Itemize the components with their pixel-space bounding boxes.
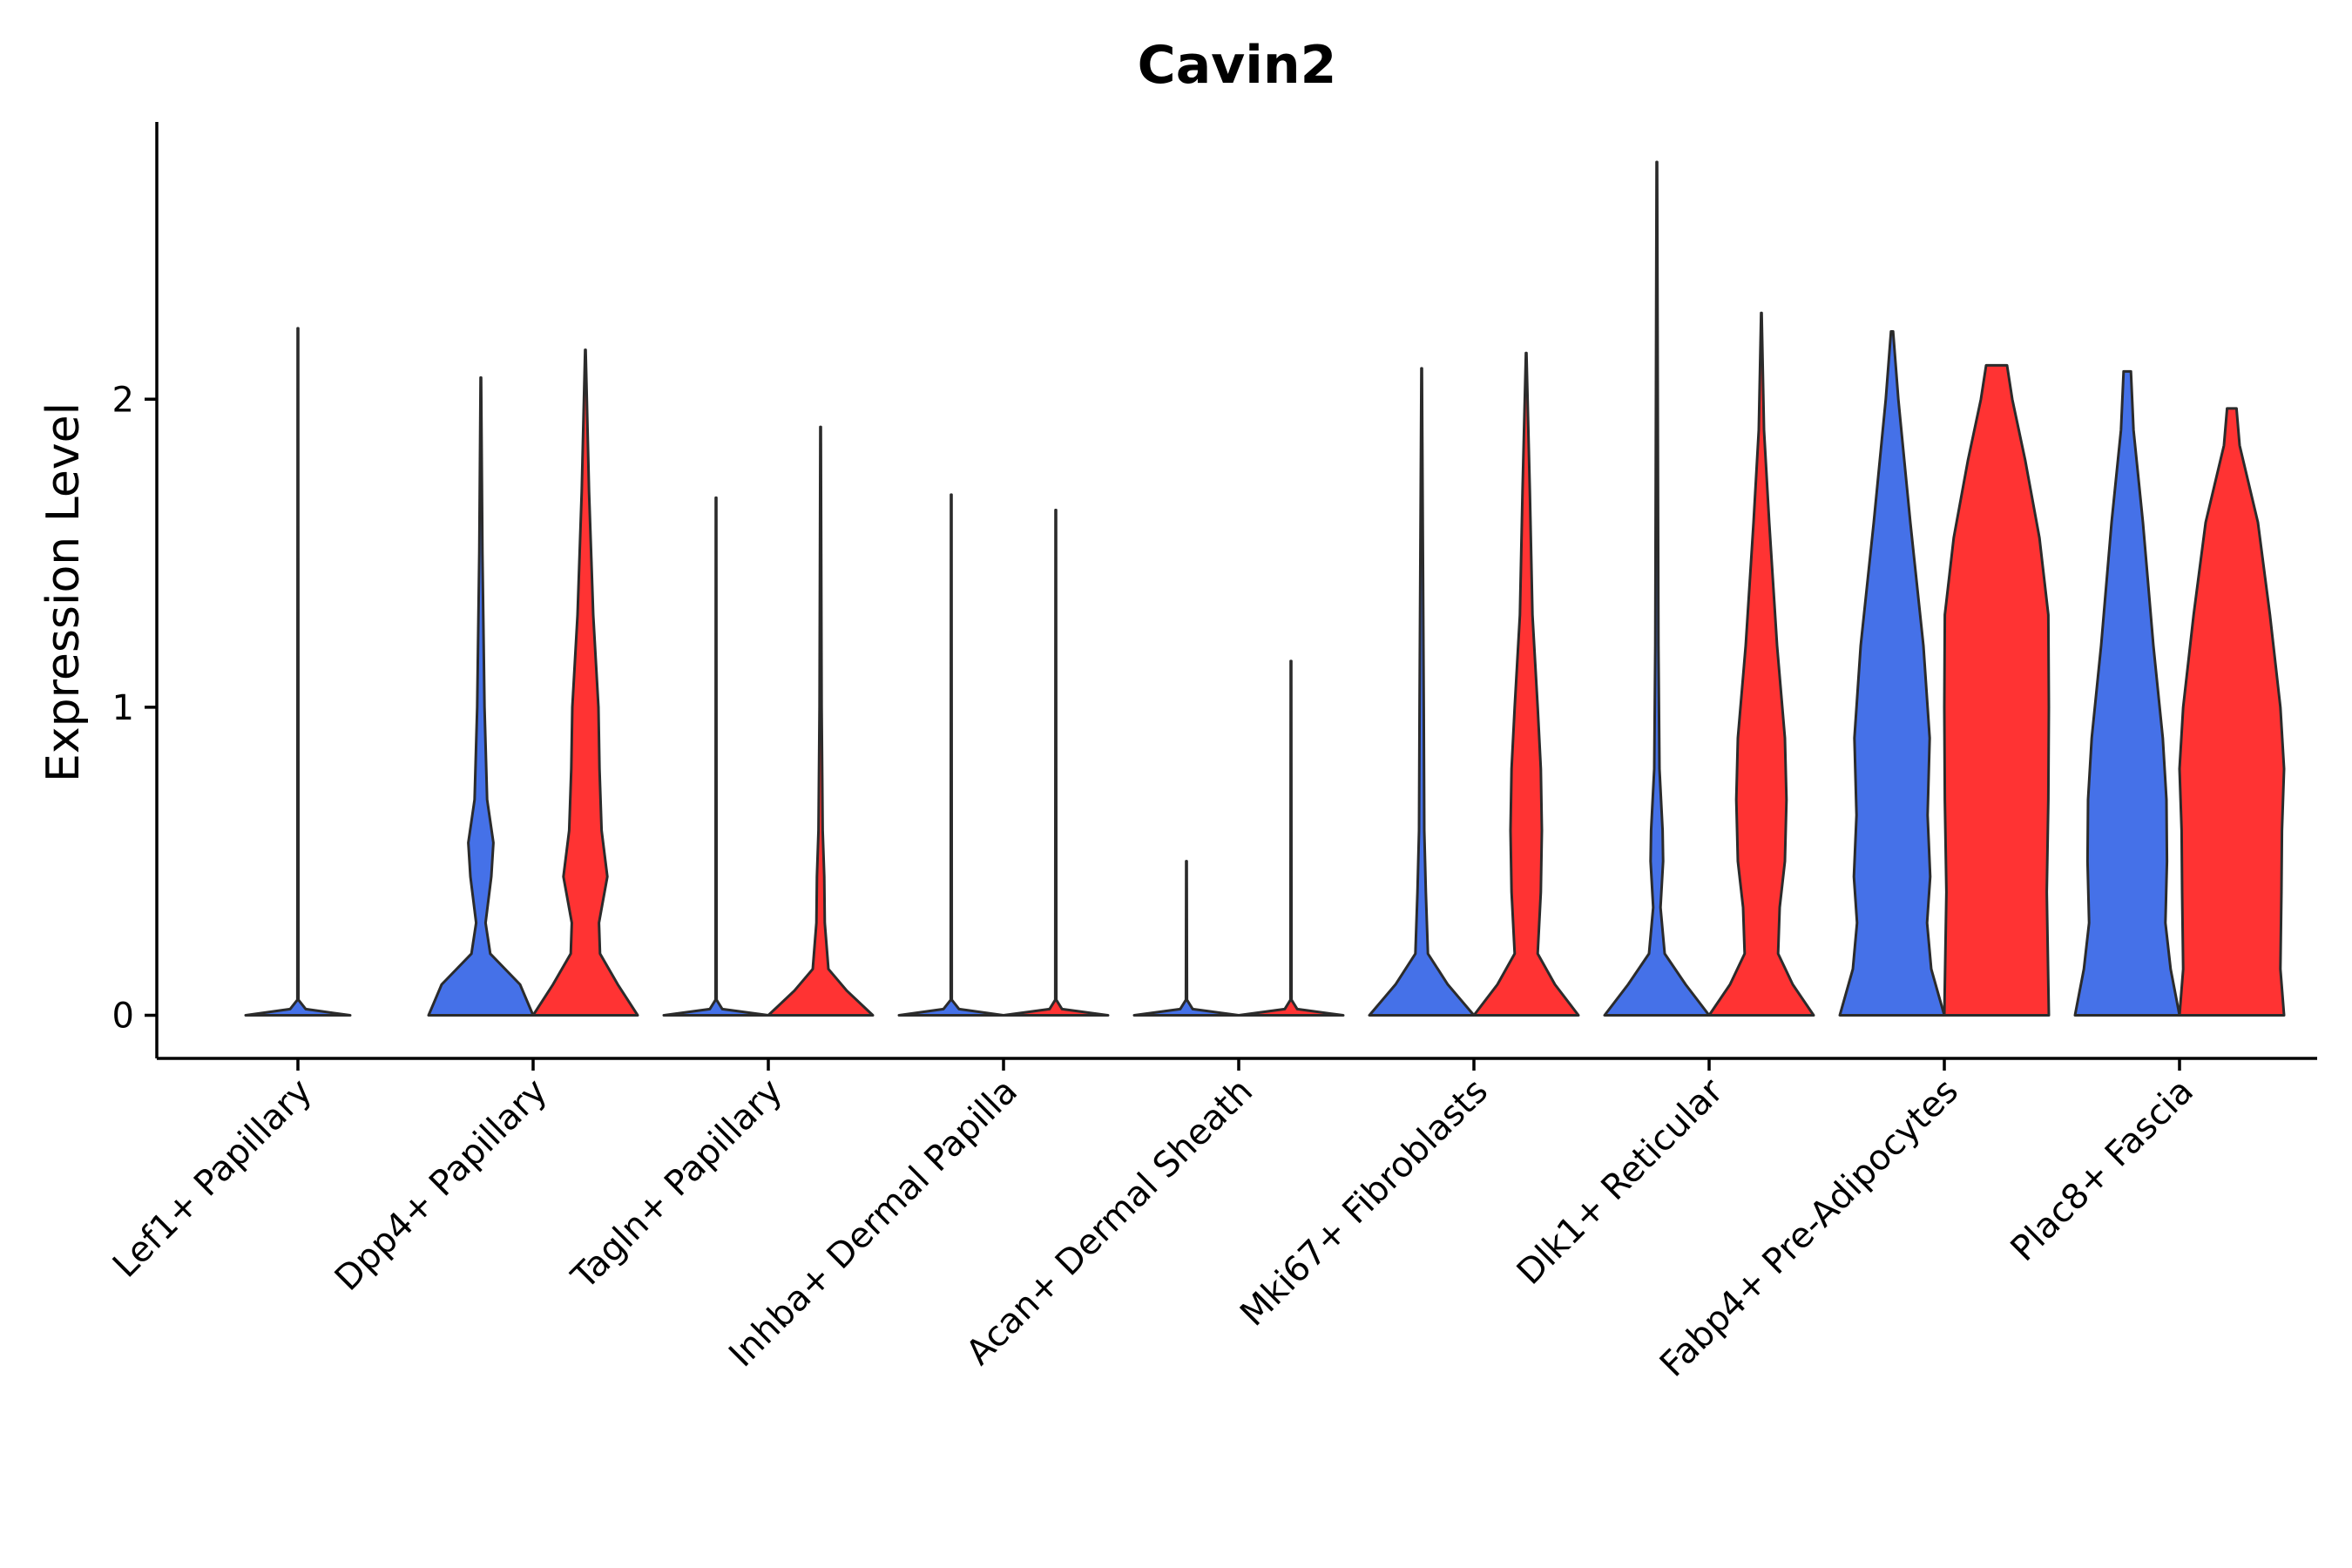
x-tick-label: Dlk1+ Reticular: [1510, 1071, 1732, 1293]
violin-group_b-1: [531, 348, 639, 1017]
violin-group_a-8: [2073, 369, 2181, 1017]
violin-layer: [244, 160, 2286, 1017]
violin-group_b-4: [1237, 659, 1345, 1017]
violin-group_a-7: [1838, 329, 1946, 1017]
violin-group_b-8: [2178, 407, 2286, 1017]
violin-group_a-2: [662, 496, 770, 1017]
violin-group_a-6: [1603, 160, 1711, 1017]
violin-group_b-5: [1472, 351, 1580, 1017]
violin-group_a-3: [897, 493, 1005, 1017]
y-axis: 0 1 2: [112, 122, 159, 1058]
violin-group_a-4: [1132, 860, 1240, 1017]
violin-group_a-1: [427, 376, 535, 1017]
x-tick-label: Dpp4+ Papillary: [328, 1071, 555, 1299]
x-tick-label: Mki67+ Fibroblasts: [1233, 1071, 1496, 1335]
violin-group_b-3: [1002, 509, 1110, 1017]
violin-group_b-7: [1943, 363, 2051, 1017]
y-tick-label: 0: [112, 996, 134, 1036]
violin-group_b-6: [1707, 311, 1815, 1017]
x-tick-label: Tagln+ Papillary: [564, 1071, 790, 1298]
y-tick-label: 2: [112, 380, 134, 420]
violin-group_a-5: [1368, 367, 1476, 1017]
y-axis-label: Expression Level: [37, 402, 90, 782]
x-tick-label: Plac8+ Fascia: [2004, 1071, 2202, 1270]
x-axis: Lef1+ Papillary Dpp4+ Papillary Tagln+ Pap…: [105, 1057, 2317, 1385]
violin-group_b-2: [767, 425, 875, 1017]
chart-title: Cavin2: [1138, 35, 1337, 96]
x-tick-label: Lef1+ Papillary: [105, 1071, 320, 1286]
violin-group_a-0: [244, 327, 352, 1017]
y-tick-label: 1: [112, 688, 134, 728]
